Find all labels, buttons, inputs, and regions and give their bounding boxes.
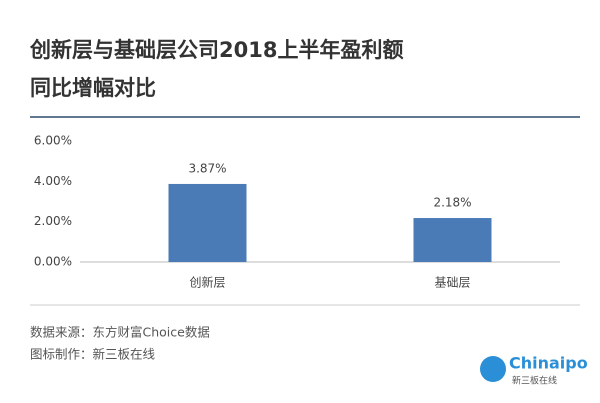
y-tick-label: 4.00% xyxy=(34,174,72,188)
y-tick-label: 0.00% xyxy=(34,255,72,269)
source-note: 数据来源：东方财富Choice数据 xyxy=(30,325,210,340)
logo-name: Chinaipo xyxy=(509,354,588,373)
bar xyxy=(413,218,492,262)
x-tick-label: 创新层 xyxy=(189,275,225,290)
credit-note: 图标制作：新三板在线 xyxy=(30,347,156,362)
value-label: 3.87% xyxy=(188,161,226,175)
y-tick-label: 6.00% xyxy=(34,134,72,148)
logo-icon xyxy=(480,356,506,382)
chart-title: 同比增幅对比 xyxy=(30,76,156,100)
logo-tagline: 新三板在线 xyxy=(512,375,557,387)
chart-title: 创新层与基础层公司2018上半年盈利额 xyxy=(29,38,403,62)
bar xyxy=(168,183,247,262)
y-tick-label: 2.00% xyxy=(34,214,72,228)
logo: Chinaipo 新三板在线 xyxy=(480,354,588,387)
value-label: 2.18% xyxy=(433,196,471,210)
x-tick-label: 基础层 xyxy=(434,276,470,290)
